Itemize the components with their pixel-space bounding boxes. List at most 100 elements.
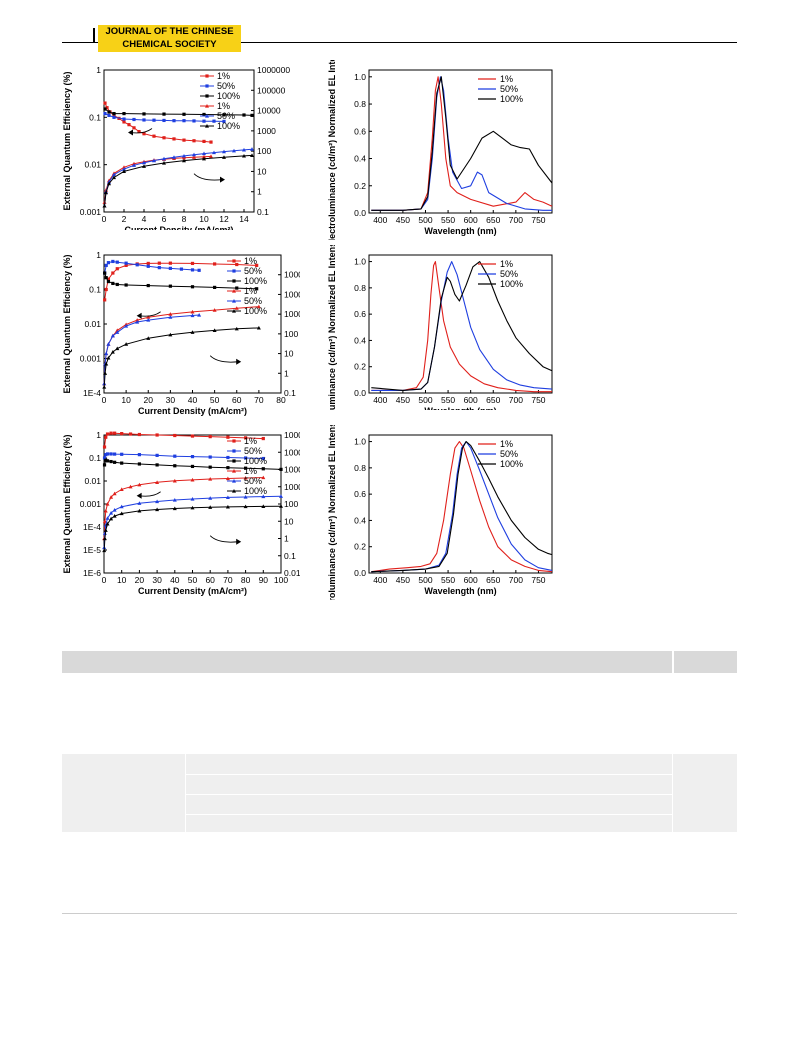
x-tick-label: 700 [509,395,523,405]
eqe-data-point [208,465,212,469]
left-axis-arrowhead [136,312,142,319]
x-tick-label: 60 [205,575,215,585]
eqe-data-point [102,456,107,460]
luminance-series-line [103,314,200,384]
eqe-data-point [208,435,212,439]
x-tick-label: 600 [464,395,478,405]
right-axis-arrowhead [220,176,225,183]
eqe-data-point [172,119,176,123]
left-axis-arrowhead [128,129,133,136]
legend-label: 1% [500,74,513,84]
legend-label: 1% [217,71,230,81]
x-axis-title: Wavelength (nm) [424,226,496,236]
luminance-data-point [279,504,283,508]
eqe-data-point [102,463,107,467]
x-tick-label: 10 [117,575,127,585]
eqe-data-point [124,263,128,267]
eqe-data-point [168,266,172,270]
y-axis-title: Electroluminance (cd/m²) Normalized EL I… [327,60,337,240]
legend-label: 100% [217,121,240,131]
luminance-data-point [132,163,136,167]
x-axis-title: Current Density (mA/cm²) [138,406,247,416]
luminance-data-point [135,319,140,324]
el-spectrum-chart-middle: 400 450 500 550 600 650 700 750 0.0 0.2 0.4 0.6 0.8 1… [327,245,553,410]
legend-label: 50% [500,269,518,279]
eqe-data-point [104,263,108,267]
x-tick-label: 0 [102,214,107,224]
eqe-data-point [152,118,156,122]
x-tick-label: 50 [210,395,220,405]
luminance-data-point [232,148,236,153]
luminance-data-point [105,516,110,520]
legend-marker [232,469,236,473]
y-right-tick-label: 0.1 [284,551,296,561]
luminance-data-point [142,164,146,168]
legend-label: 100% [244,276,267,286]
luminance-data-point [115,330,120,334]
x-tick-label: 30 [152,575,162,585]
luminance-data-point [107,181,111,186]
y-left-axis-title: External Quantum Efficiency (%) [62,434,72,573]
y-axis-title: Electroluminance (cd/m²) Normalized EL I… [327,245,337,410]
right-axis-arrow [193,173,223,181]
y-right-tick-label: 100 [284,329,298,339]
eqe-data-point [173,433,177,438]
eqe-data-point [190,268,195,272]
x-tick-label: 20 [144,395,154,405]
luminance-data-point [208,505,213,509]
luminance-data-point [109,511,114,515]
luminance-data-point [202,154,206,159]
eqe-data-point [107,113,111,117]
luminance-data-point [142,160,146,165]
legend-label: 100% [244,456,267,466]
left-axis-arrow [138,491,161,497]
eqe-data-point [192,119,196,123]
y-tick-label: 0.4 [354,515,366,525]
luminance-data-point [243,504,248,509]
x-tick-label: 650 [486,395,500,405]
x-axis-title: Current Density (mA/cm²) [138,586,247,596]
eqe-data-point [202,112,206,117]
luminance-data-point [279,494,283,498]
luminance-data-point [243,494,248,499]
legend-marker [232,309,236,313]
eqe-data-point [113,431,117,435]
right-axis-arrow [209,355,239,363]
y-right-tick-label: 10000 [284,465,300,475]
x-tick-label: 550 [441,215,455,225]
y-right-tick-label: 100000 [257,85,286,95]
eqe-data-point [162,136,166,140]
luminance-data-point [124,342,129,346]
luminance-data-point [155,480,160,484]
eqe-data-point [113,460,117,464]
eqe-data-point [157,266,161,270]
y-left-tick-label: 0.01 [84,160,101,170]
eqe-data-point [146,261,150,266]
eqe-data-point [190,464,195,469]
y-tick-label: 0.8 [354,99,366,109]
legend-marker [232,489,236,493]
x-tick-label: 600 [464,575,478,585]
eqe-data-point [137,432,141,437]
eqe-data-point [182,138,186,142]
luminance-data-point [155,507,160,512]
header-tick [93,28,95,43]
x-tick-label: 500 [418,395,432,405]
eqe-data-point [142,112,146,116]
eqe-data-point [103,111,107,116]
eqe-data-point [168,261,172,265]
y-right-tick-label: 10 [284,516,294,526]
luminance-data-point [102,548,107,553]
x-tick-label: 10 [121,395,131,405]
y-tick-label: 0.0 [354,388,366,398]
luminance-data-point [222,155,226,159]
eqe-data-point [279,467,283,471]
eqe-data-point [120,452,124,456]
y-right-tick-label: 100 [257,146,271,156]
eqe-data-point [162,118,166,123]
y-left-tick-label: 1 [96,250,101,260]
luminance-data-point [261,504,266,508]
y-tick-label: 0.6 [354,309,366,319]
spectrum-series-line [371,76,553,211]
eqe-data-point [111,281,115,286]
